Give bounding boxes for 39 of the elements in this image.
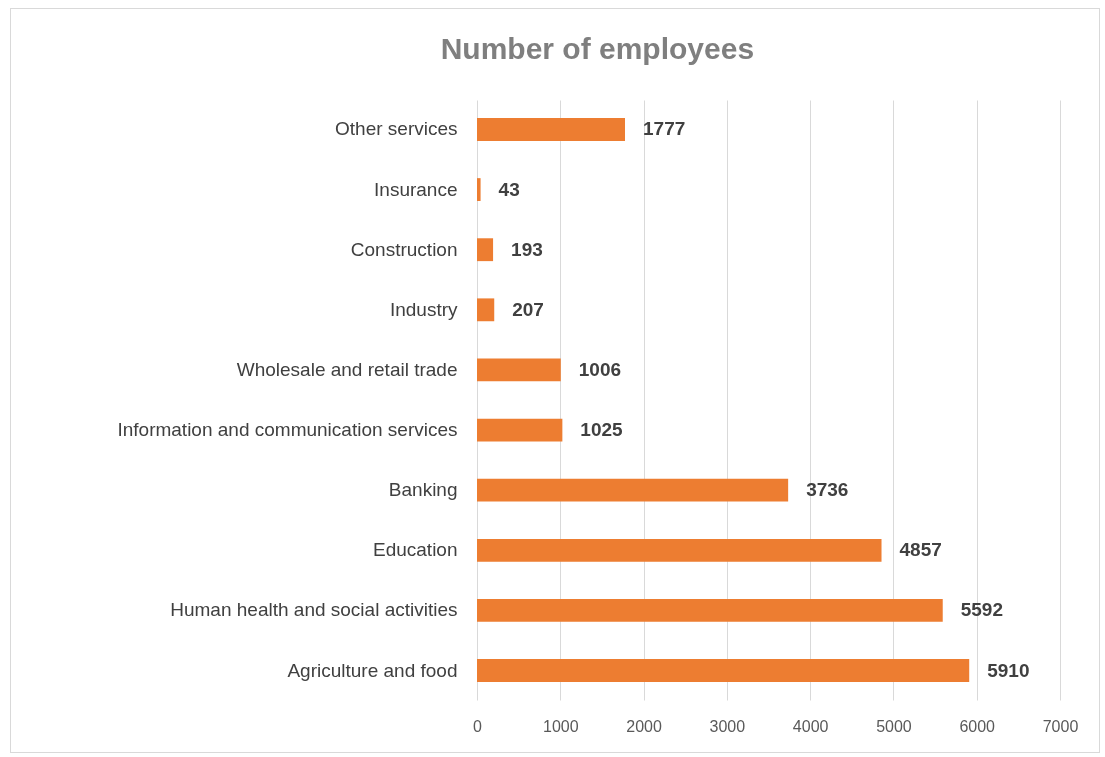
x-tick-label: 0 <box>473 717 483 735</box>
data-label: 5592 <box>960 599 1004 621</box>
y-tick-label: Insurance <box>374 178 458 200</box>
y-tick-label: Other services <box>335 118 458 140</box>
bar <box>477 118 625 141</box>
data-label: 4857 <box>899 539 942 561</box>
x-tick-label: 6000 <box>959 717 996 735</box>
bar <box>477 358 561 382</box>
y-tick-label: Industry <box>389 298 458 320</box>
bar <box>477 478 789 502</box>
bar <box>477 298 495 322</box>
x-tick-label: 5000 <box>876 717 912 735</box>
data-label: 5910 <box>987 659 1030 681</box>
chart-title: Number of employees <box>440 32 755 65</box>
y-tick-label: Human health and social activities <box>170 599 458 621</box>
y-tick-label: Agriculture and food <box>287 659 458 681</box>
data-label: 193 <box>511 238 543 260</box>
data-label: 1006 <box>578 358 622 380</box>
data-label: 207 <box>512 298 544 320</box>
bar <box>477 538 882 562</box>
data-label: 1777 <box>643 118 686 140</box>
y-tick-label: Wholesale and retail trade <box>236 358 458 380</box>
x-tick-label: 4000 <box>792 717 829 735</box>
y-tick-label: Information and communication services <box>117 419 458 441</box>
x-tick-label: 7000 <box>1042 717 1079 735</box>
x-tick-label: 2000 <box>626 717 662 735</box>
y-tick-label: Construction <box>350 238 458 260</box>
data-label: 43 <box>498 178 520 200</box>
x-tick-label: 1000 <box>542 717 579 735</box>
bar <box>477 659 970 682</box>
data-label: 1025 <box>580 419 624 441</box>
bar <box>477 178 481 201</box>
x-tick-label: 3000 <box>709 717 746 735</box>
data-label: 3736 <box>806 479 849 501</box>
bar <box>477 418 563 442</box>
y-tick-label: Banking <box>388 479 458 501</box>
bar <box>477 238 494 262</box>
bar <box>477 599 943 622</box>
y-tick-label: Education <box>372 539 458 561</box>
